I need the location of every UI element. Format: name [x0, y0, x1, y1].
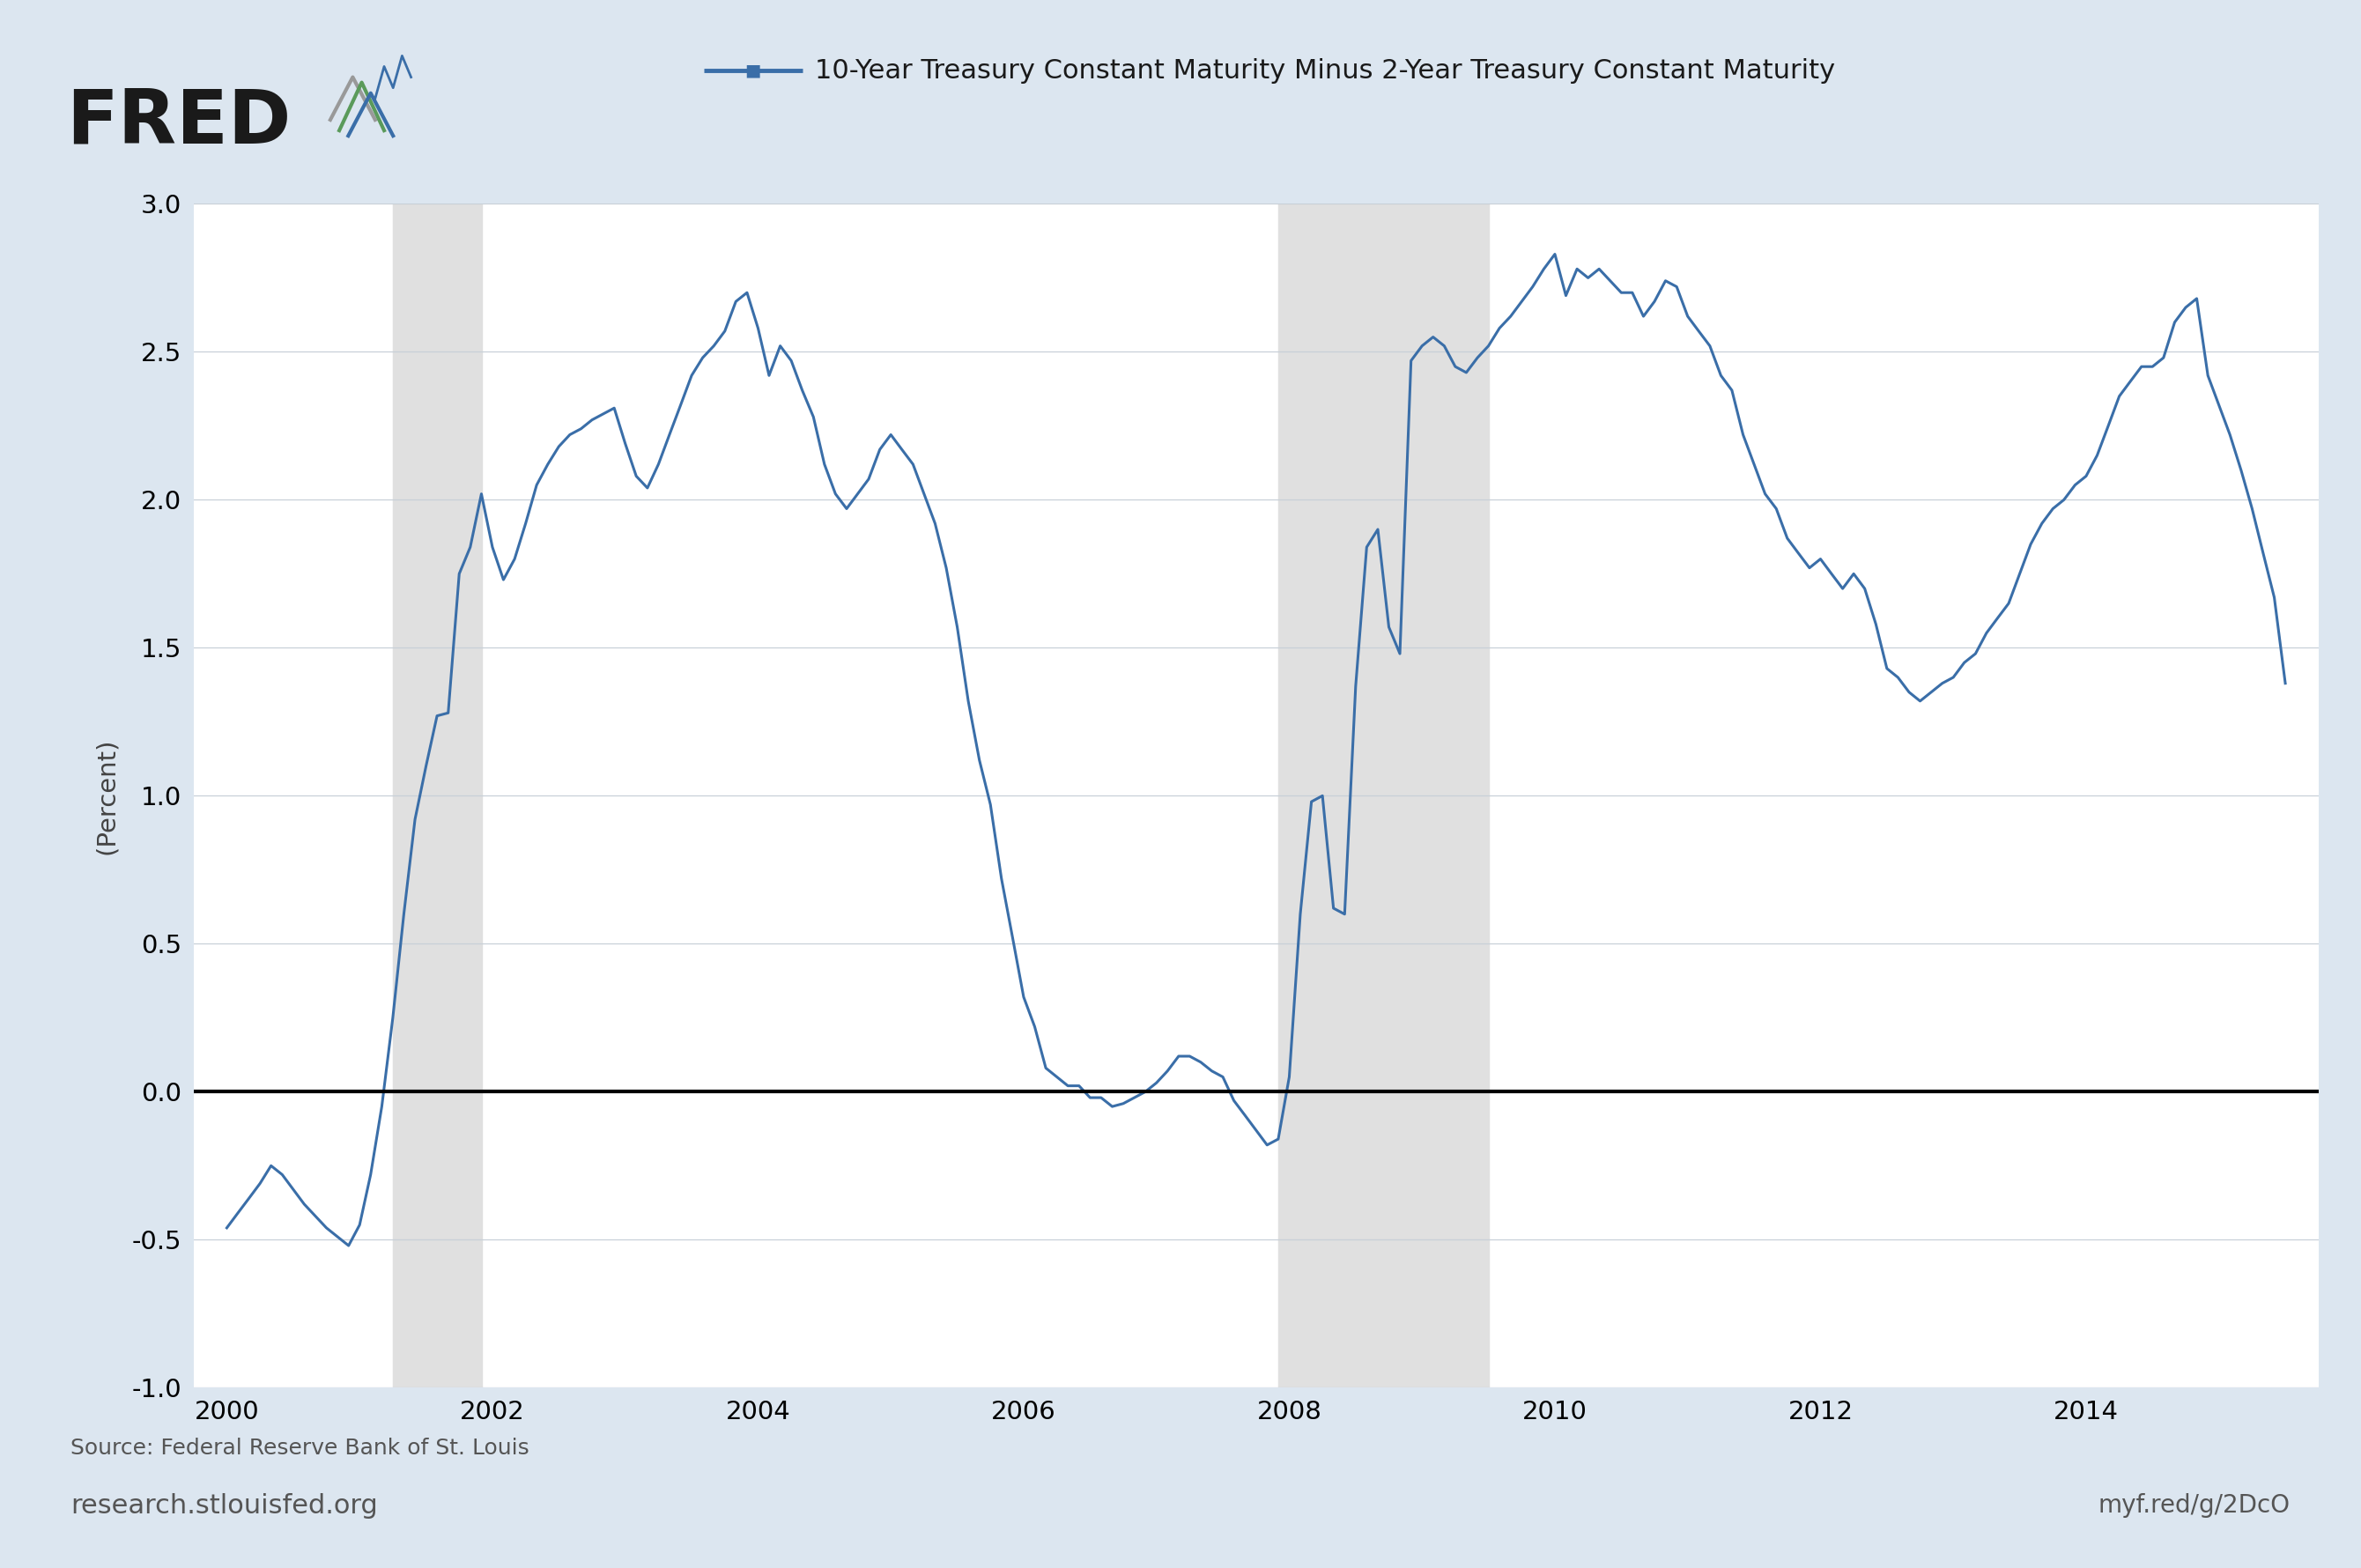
Text: FRED: FRED: [66, 86, 290, 160]
Text: 10-Year Treasury Constant Maturity Minus 2-Year Treasury Constant Maturity: 10-Year Treasury Constant Maturity Minus…: [815, 58, 1834, 83]
Text: research.stlouisfed.org: research.stlouisfed.org: [71, 1493, 378, 1518]
Y-axis label: (Percent): (Percent): [94, 737, 120, 855]
Bar: [392, 204, 482, 1388]
Bar: [1280, 204, 1487, 1388]
Text: Source: Federal Reserve Bank of St. Louis: Source: Federal Reserve Bank of St. Loui…: [71, 1438, 529, 1458]
Text: ■: ■: [746, 63, 760, 78]
Text: myf.red/g/2DcO: myf.red/g/2DcO: [2099, 1493, 2290, 1518]
